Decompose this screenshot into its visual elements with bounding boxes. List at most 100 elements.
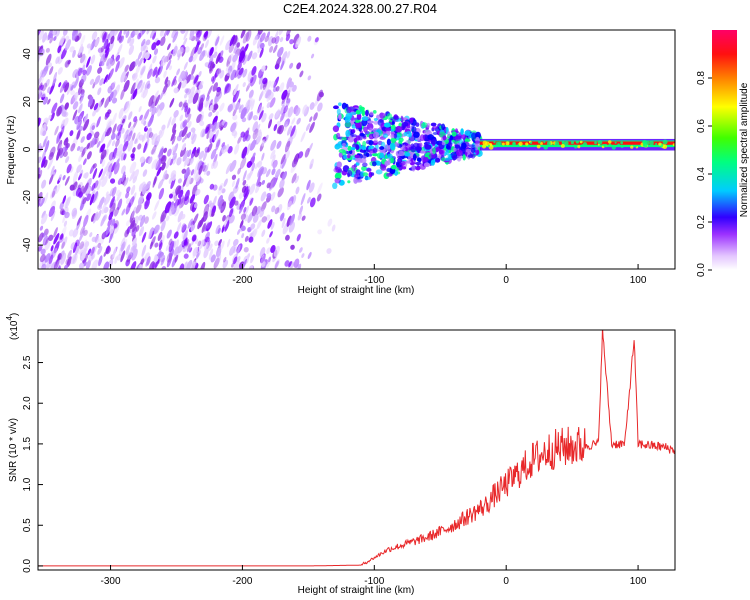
spectrogram-speckle xyxy=(223,217,229,227)
spectrogram-speckle xyxy=(268,113,274,121)
spectrogram-speckle xyxy=(179,195,185,205)
spectrogram-speckle xyxy=(152,55,157,64)
spectrogram-speckle xyxy=(257,129,262,137)
spectrogram-speckle xyxy=(493,141,496,144)
spectrogram-speckle xyxy=(546,141,551,146)
spectrogram-speckle xyxy=(170,201,174,208)
spectrogram-speckle xyxy=(165,59,172,71)
spectrogram-speckle xyxy=(115,54,121,62)
spectrogram-speckle xyxy=(126,254,132,263)
spectrogram-speckle xyxy=(211,121,218,132)
spectrogram-speckle xyxy=(422,156,429,163)
spectrogram-speckle xyxy=(99,78,104,86)
spectrogram-speckle xyxy=(280,153,286,165)
spectrogram-speckle xyxy=(89,122,96,132)
spectrogram-speckle xyxy=(221,188,226,194)
spectrogram-speckle xyxy=(48,205,56,218)
spectrogram-speckle xyxy=(191,146,197,159)
spectrogram-speckle xyxy=(461,142,467,150)
spectrogram-ytick-label: 40 xyxy=(22,48,33,60)
spectrogram-speckle xyxy=(140,66,146,76)
spectrogram-speckle xyxy=(245,99,251,110)
spectrogram-speckle xyxy=(127,139,134,152)
spectrogram-speckle xyxy=(172,79,178,86)
spectrogram-speckle xyxy=(71,30,78,41)
spectrogram-speckle xyxy=(242,179,247,186)
spectrogram-speckle xyxy=(155,224,161,231)
spectrogram-speckle xyxy=(288,261,292,268)
spectrogram-speckle xyxy=(118,57,125,69)
spectrogram-speckle xyxy=(468,144,475,148)
spectrogram-speckle xyxy=(190,127,196,133)
spectrogram-speckle xyxy=(248,265,253,269)
spectrogram-speckle xyxy=(108,151,115,161)
spectrogram-speckle xyxy=(76,129,81,140)
spectrogram-heatmap xyxy=(38,30,675,269)
spectrogram-speckle xyxy=(383,122,391,128)
spectrogram-speckle xyxy=(197,220,202,230)
spectrogram-speckle xyxy=(295,107,301,117)
spectrogram-speckle xyxy=(182,261,188,269)
spectrogram-speckle xyxy=(213,43,218,54)
spectrogram-speckle xyxy=(94,38,100,47)
spectrogram-speckle xyxy=(106,118,113,129)
spectrogram-speckle xyxy=(147,156,153,165)
spectrogram-speckle xyxy=(63,220,68,227)
spectrogram-speckle xyxy=(38,30,45,41)
spectrogram-speckle xyxy=(78,233,83,242)
spectrogram-speckle xyxy=(110,133,116,140)
spectrogram-speckle xyxy=(255,181,261,187)
spectrogram-speckle xyxy=(259,32,266,43)
spectrogram-speckle xyxy=(134,78,139,89)
spectrogram-speckle xyxy=(173,194,178,202)
spectrogram-speckle xyxy=(416,157,422,162)
spectrogram-speckle xyxy=(290,244,295,250)
spectrogram-speckle xyxy=(82,197,87,205)
spectrogram-speckle xyxy=(52,247,58,258)
spectrogram-speckle xyxy=(332,125,340,133)
spectrogram-speckle xyxy=(197,240,202,247)
spectrogram-speckle xyxy=(384,160,390,166)
spectrogram-speckle xyxy=(111,218,116,227)
spectrogram-speckle xyxy=(145,39,151,46)
spectrogram-speckle xyxy=(498,141,502,146)
spectrogram-speckle xyxy=(144,198,150,210)
spectrogram-speckle xyxy=(72,181,78,191)
spectrogram-speckle xyxy=(579,140,583,144)
spectrogram-speckle xyxy=(58,234,64,243)
spectrogram-speckle xyxy=(160,257,165,266)
spectrogram-speckle xyxy=(441,123,446,130)
spectrogram-speckle xyxy=(105,246,111,255)
spectrogram-speckle xyxy=(363,149,368,156)
spectrogram-speckle xyxy=(300,131,306,143)
spectrogram-speckle xyxy=(204,243,209,251)
spectrogram-speckle xyxy=(82,158,87,166)
spectrogram-speckle xyxy=(244,235,249,242)
spectrogram-speckle xyxy=(233,238,239,247)
spectrogram-speckle xyxy=(108,231,114,244)
spectrogram-speckle xyxy=(117,198,123,211)
spectrogram-speckle xyxy=(86,142,90,150)
spectrogram-speckle xyxy=(274,168,281,179)
spectrogram-speckle xyxy=(451,154,458,160)
spectrogram-speckle xyxy=(155,40,161,46)
spectrogram-speckle xyxy=(143,120,147,126)
spectrogram-speckle xyxy=(291,117,296,125)
spectrogram-speckle xyxy=(184,88,189,94)
spectrogram-speckle xyxy=(239,157,247,170)
spectrogram-speckle xyxy=(182,175,188,187)
spectrogram-speckle xyxy=(617,143,620,146)
spectrogram-speckle xyxy=(121,118,126,124)
spectrogram-speckle xyxy=(207,123,213,130)
spectrogram-speckle xyxy=(90,213,96,222)
spectrogram-speckle xyxy=(116,191,122,202)
spectrogram-speckle xyxy=(344,121,352,128)
spectrogram-speckle xyxy=(87,248,92,256)
spectrogram-speckle xyxy=(171,205,177,215)
spectrogram-speckle xyxy=(575,140,580,144)
spectrogram-speckle xyxy=(67,250,73,258)
spectrogram-speckle xyxy=(82,69,87,76)
spectrogram-speckle xyxy=(167,116,172,129)
spectrogram-speckle xyxy=(261,139,265,147)
spectrogram-speckle xyxy=(291,194,297,205)
